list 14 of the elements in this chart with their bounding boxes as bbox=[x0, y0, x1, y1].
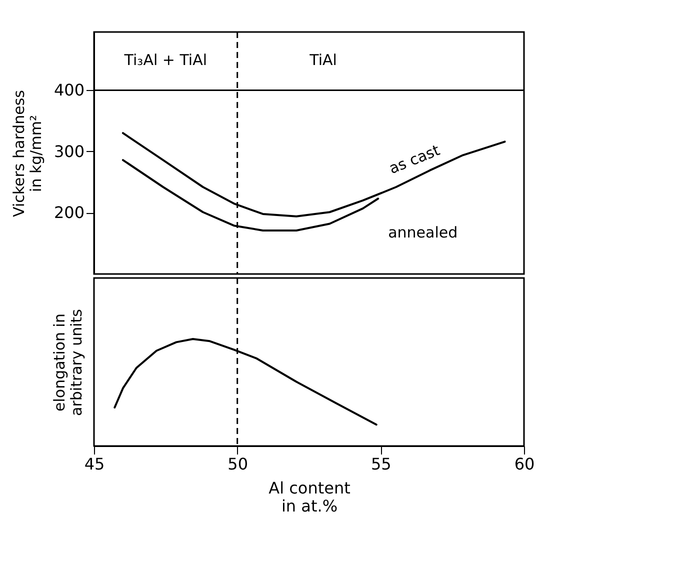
y-axis-title: elongation in arbitrary units bbox=[50, 308, 86, 416]
x-tick-label: 60 bbox=[514, 454, 535, 474]
x-tick-label: 45 bbox=[84, 454, 105, 474]
y-axis-title: Vickers hardness in kg/mm² bbox=[10, 90, 45, 217]
y-tick-label: 400 bbox=[54, 80, 84, 100]
y-tick-label: 200 bbox=[54, 203, 84, 222]
y-tick-label: 300 bbox=[54, 142, 84, 161]
x-tick-label: 50 bbox=[228, 454, 248, 474]
x-tick-label: 55 bbox=[370, 454, 392, 474]
text: as cast bbox=[386, 141, 442, 178]
annotation: Ti₃Al + TiAl bbox=[123, 51, 208, 69]
annotation: TiAl bbox=[308, 51, 337, 69]
x-axis-title: Al content in at.% bbox=[268, 478, 350, 516]
series-label: annealed bbox=[388, 224, 458, 242]
